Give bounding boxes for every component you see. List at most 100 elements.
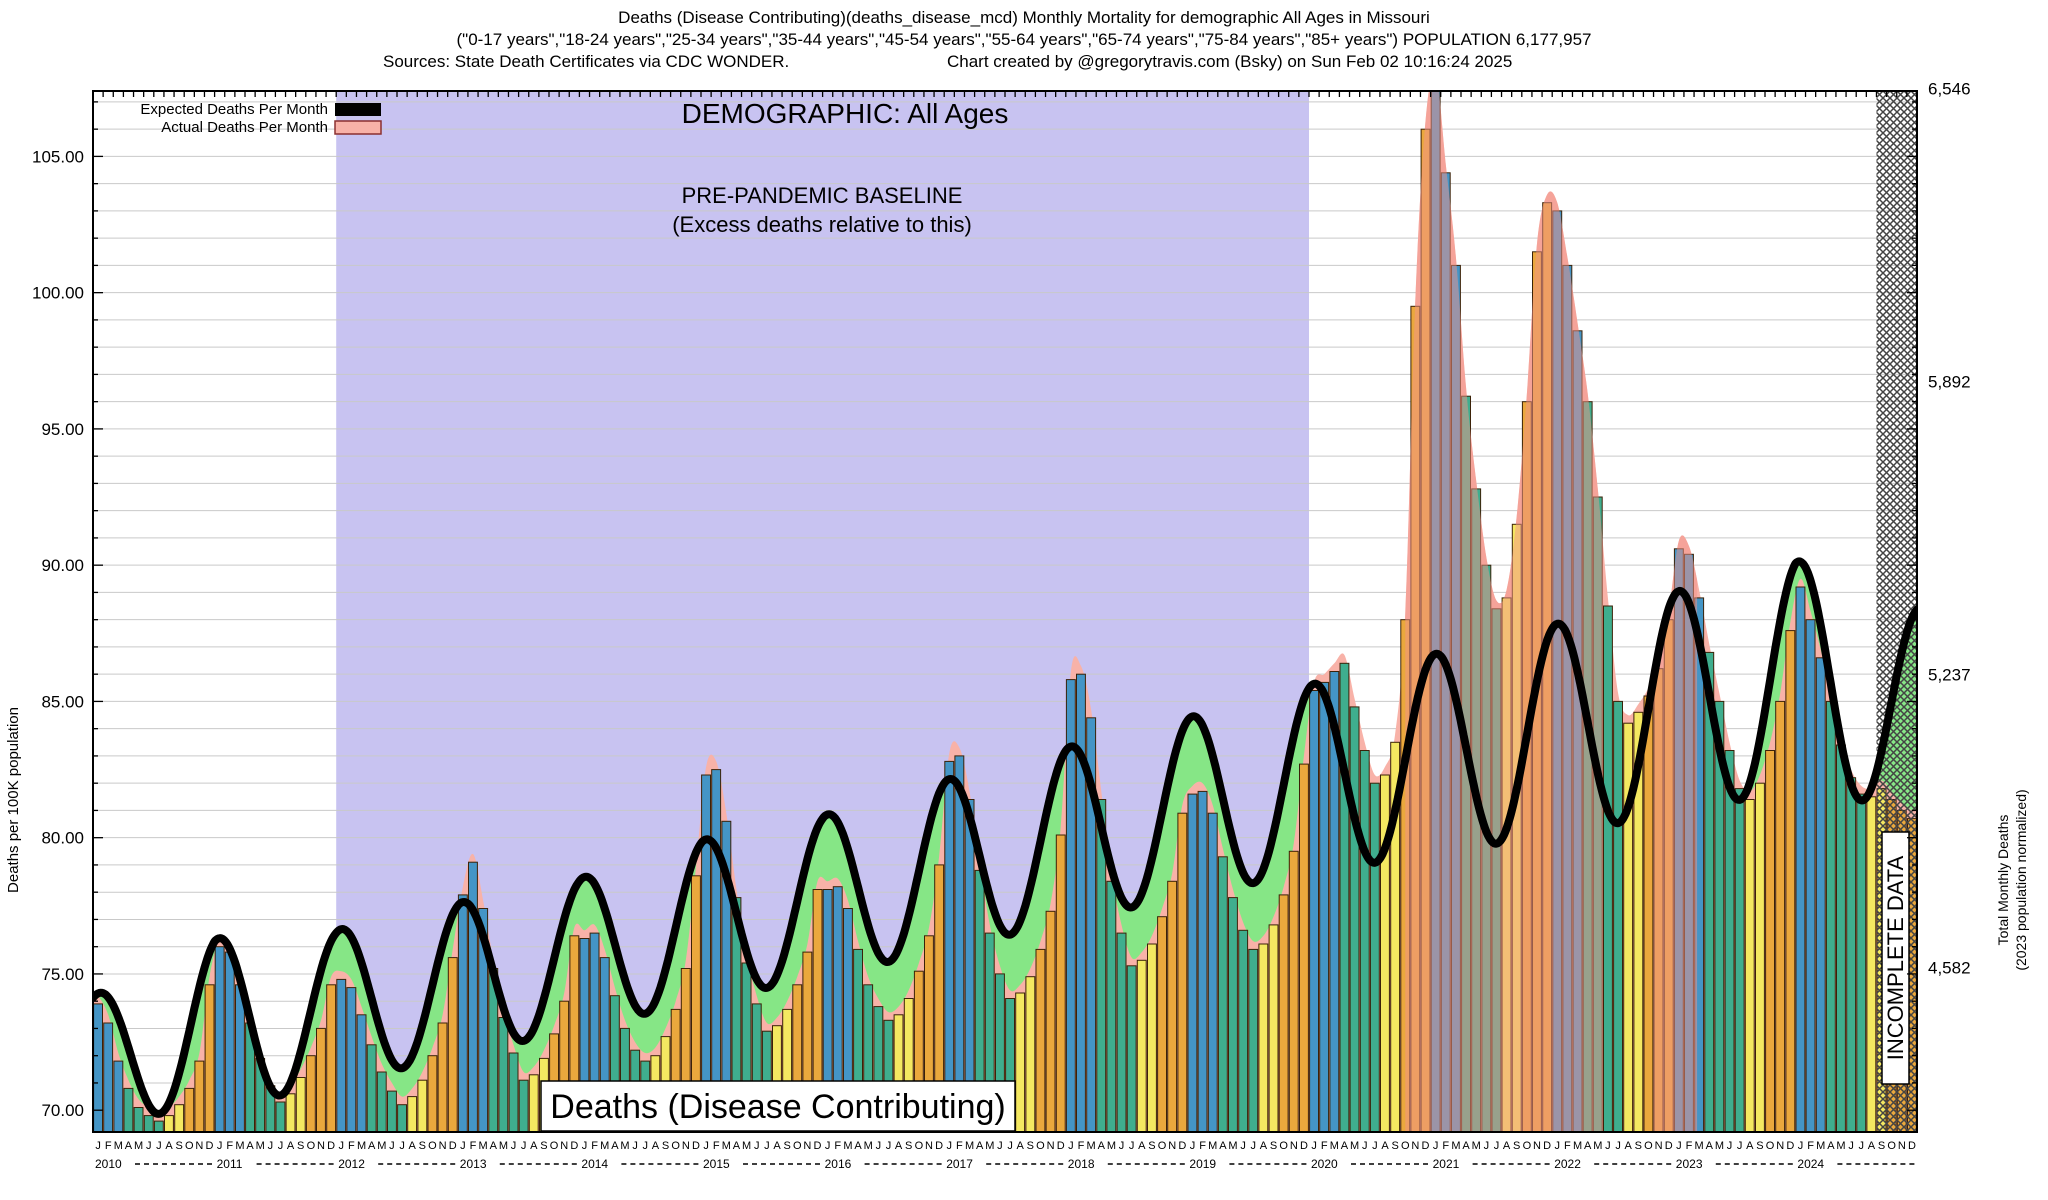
month-letter: M — [256, 1140, 265, 1152]
bar — [1603, 605, 1613, 1132]
month-letter: J — [876, 1140, 882, 1152]
month-letter: M — [864, 1140, 873, 1152]
year-label: 2014 — [581, 1157, 608, 1171]
month-letter: N — [803, 1140, 811, 1152]
month-letter: N — [317, 1140, 325, 1152]
bar — [1015, 992, 1026, 1132]
bar — [843, 908, 853, 1132]
month-letter: S — [540, 1140, 547, 1152]
bar — [1856, 793, 1867, 1132]
month-letter: D — [327, 1140, 335, 1152]
month-letter: F — [348, 1140, 355, 1152]
month-letter: N — [1898, 1140, 1906, 1152]
month-letter: M — [600, 1140, 609, 1152]
month-letter: M — [1593, 1140, 1602, 1152]
month-letter: F — [470, 1140, 477, 1152]
month-letter: O — [185, 1140, 194, 1152]
month-letter: J — [1798, 1140, 1804, 1152]
month-letter: M — [1695, 1140, 1704, 1152]
bar — [1197, 790, 1208, 1132]
incomplete-label-box — [1881, 831, 1910, 1085]
bar — [1613, 700, 1623, 1132]
month-letter: A — [409, 1140, 417, 1152]
month-letter: J — [582, 1140, 588, 1152]
month-letter: O — [1887, 1140, 1896, 1152]
year-label: 2019 — [1189, 1157, 1216, 1171]
month-letter: A — [1341, 1140, 1349, 1152]
bar — [670, 1008, 681, 1132]
bar — [468, 861, 478, 1132]
bar — [853, 948, 863, 1132]
month-letter: A — [733, 1140, 741, 1152]
month-letter: S — [297, 1140, 304, 1152]
month-letter: A — [1017, 1140, 1025, 1152]
bar — [1724, 750, 1735, 1132]
bar — [1278, 894, 1289, 1132]
month-letter: N — [925, 1140, 933, 1152]
month-letter: A — [895, 1140, 903, 1152]
month-letter: S — [1391, 1140, 1398, 1152]
month-letter: J — [1494, 1140, 1500, 1152]
month-letter: O — [915, 1140, 924, 1152]
month-letter: A — [773, 1140, 781, 1152]
month-letter: M — [499, 1140, 508, 1152]
right-axis-tick-label: 4,582 — [1928, 958, 1971, 977]
bar — [609, 995, 620, 1132]
bar — [133, 1107, 144, 1132]
bar — [1349, 706, 1360, 1132]
month-letter: N — [1168, 1140, 1176, 1152]
left-axis-title: Deaths per 100K population — [5, 707, 22, 893]
bar — [387, 1090, 397, 1132]
bar — [366, 1044, 377, 1132]
month-letter: A — [287, 1140, 295, 1152]
bar — [1339, 662, 1350, 1132]
bar — [1795, 586, 1806, 1132]
month-letter: A — [490, 1140, 498, 1152]
bar — [1836, 744, 1846, 1132]
left-axis-tick-label: 85.00 — [41, 692, 84, 711]
bar — [1055, 834, 1066, 1132]
bar — [1319, 681, 1330, 1132]
month-letter: N — [682, 1140, 690, 1152]
month-letter: J — [460, 1140, 466, 1152]
month-letter: N — [1776, 1140, 1784, 1152]
bar — [346, 987, 357, 1132]
bar — [1309, 690, 1319, 1132]
bar — [143, 1115, 154, 1132]
chart-credit: Chart created by @gregorytravis.com (Bsk… — [947, 52, 1513, 71]
month-letter: O — [1279, 1140, 1288, 1152]
month-letter: J — [1119, 1140, 1125, 1152]
month-letter: O — [307, 1140, 316, 1152]
bar — [1136, 959, 1147, 1132]
month-letter: J — [1433, 1140, 1439, 1152]
left-axis-tick-label: 70.00 — [41, 1101, 84, 1120]
month-letter: M — [377, 1140, 386, 1152]
month-letter: J — [1859, 1140, 1865, 1152]
incomplete-label-text: INCOMPLETE DATA — [1883, 855, 1908, 1060]
month-letter: D — [935, 1140, 943, 1152]
chart-title: Deaths (Disease Contributing)(deaths_dis… — [618, 8, 1430, 27]
month-letter: N — [195, 1140, 203, 1152]
month-letter: J — [1068, 1140, 1074, 1152]
bar — [1744, 799, 1755, 1132]
left-axis-tick-label: 75.00 — [41, 965, 84, 984]
bar — [113, 1060, 124, 1132]
bar — [275, 1101, 286, 1132]
month-letter: N — [1655, 1140, 1663, 1152]
chart-subtitle-demographics: ("0-17 years","18-24 years","25-34 years… — [456, 30, 1592, 49]
baseline-annotation-line2: (Excess deaths relative to this) — [672, 212, 972, 237]
month-letter: A — [652, 1140, 660, 1152]
month-letter: J — [389, 1140, 395, 1152]
bar — [559, 1000, 570, 1132]
right-axis-title-sub: (2023 population normalized) — [2013, 789, 2029, 970]
month-letter: F — [956, 1140, 963, 1152]
month-letter: J — [1362, 1140, 1368, 1152]
left-axis-tick-label: 95.00 — [41, 420, 84, 439]
year-label: 2016 — [825, 1157, 852, 1171]
month-letter: J — [825, 1140, 831, 1152]
month-letter: N — [439, 1140, 447, 1152]
bar — [964, 799, 975, 1132]
month-letter: D — [692, 1140, 700, 1152]
month-letter: D — [1057, 1140, 1065, 1152]
month-letter: F — [834, 1140, 841, 1152]
